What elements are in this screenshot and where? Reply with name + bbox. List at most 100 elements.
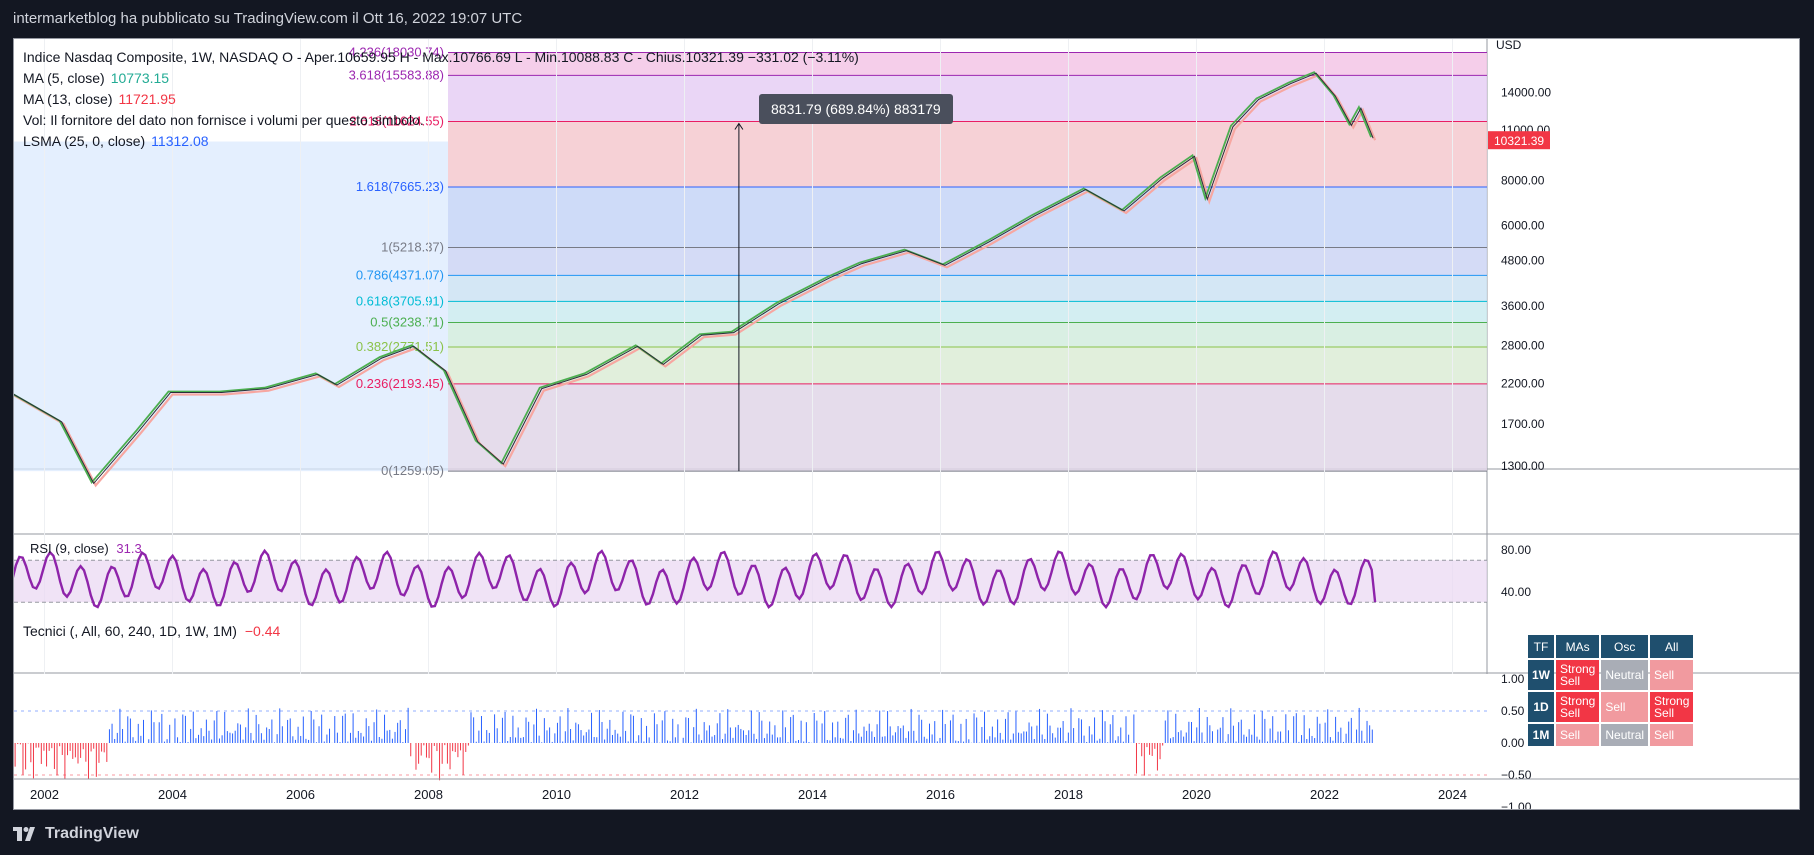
- tech-tick-label: −0.50: [1501, 768, 1532, 782]
- x-tick-label: 2016: [926, 787, 955, 802]
- legend-vol-label: Vol: Il fornitore del dato non fornisce …: [23, 112, 424, 128]
- price-tick-label: 3600.00: [1501, 299, 1545, 313]
- legend-ma5[interactable]: MA (5, close) 10773.15: [23, 68, 859, 89]
- legend-ma5-label: MA (5, close): [23, 70, 105, 86]
- symbol-ohlc-line[interactable]: Indice Nasdaq Composite, 1W, NASDAQ O - …: [23, 49, 859, 65]
- fib-level-label: 0.786(4371.07): [356, 267, 444, 282]
- ma13-line: [14, 73, 1377, 488]
- legend-lsma[interactable]: LSMA (25, 0, close) 11312.08: [23, 131, 859, 152]
- rsi-tick-label: 40.00: [1501, 585, 1531, 599]
- x-tick-label: 2012: [670, 787, 699, 802]
- row-osc: Neutral: [1601, 724, 1649, 746]
- x-tick-label: 2008: [414, 787, 443, 802]
- tradingview-footer[interactable]: TradingView: [13, 824, 139, 844]
- rsi-legend[interactable]: RSI (9, close) 31.3: [30, 541, 142, 556]
- row-tf: 1W: [1528, 660, 1554, 690]
- tech-tick-label: 1.00: [1501, 672, 1525, 686]
- chart-area[interactable]: 4.236(18030.74) 3.618(15583.88) 2.618(1162…: [13, 38, 1800, 810]
- fib-band: [448, 322, 1487, 348]
- fib-band: [448, 275, 1487, 302]
- tradingview-brand: TradingView: [45, 825, 139, 842]
- fib-level-label: 0.618(3705.91): [356, 293, 444, 308]
- table-row: 1M Sell Neutral Sell: [1528, 724, 1694, 746]
- tradingview-logo-icon: [13, 827, 39, 841]
- x-tick-label: 2020: [1182, 787, 1211, 802]
- x-tick-label: 2018: [1054, 787, 1083, 802]
- price-series-line: [14, 72, 1374, 485]
- legend-ma5-value: 10773.15: [110, 70, 170, 86]
- fib-level-label: 1.618(7665.23): [356, 179, 444, 194]
- legend-lsma-label: LSMA (25, 0, close): [23, 133, 146, 149]
- fib-level-label: 2.618(11624.55): [350, 114, 444, 129]
- price-tick-label: 2200.00: [1501, 376, 1545, 390]
- x-tick-label: 2010: [542, 787, 571, 802]
- fib-level-label: 0.236(2193.45): [356, 376, 444, 391]
- highlight-zone: [14, 141, 448, 472]
- price-tick-label: 14000.00: [1501, 85, 1551, 99]
- fib-level-label: 4.236(18030.74): [349, 44, 444, 59]
- price-tick-label: 1300.00: [1501, 459, 1545, 473]
- x-tick-label: 2004: [158, 787, 187, 802]
- price-tick-label: 6000.00: [1501, 219, 1545, 233]
- legend-ma13-label: MA (13, close): [23, 91, 113, 107]
- row-mas: Sell: [1556, 724, 1600, 746]
- row-tf: 1D: [1528, 692, 1554, 722]
- fib-level-label: 3.618(15583.88): [349, 67, 444, 82]
- technical-rating-table: TF MAs Osc All 1W Strong Sell Neutral Se…: [1526, 633, 1695, 748]
- rsi-line: [14, 548, 1377, 610]
- publisher-header: intermarketblog ha pubblicato su Trading…: [13, 10, 523, 27]
- fib-level-label: 0.5(3238.71): [370, 315, 444, 330]
- currency-label: USD: [1496, 39, 1522, 52]
- header-all: All: [1650, 635, 1694, 658]
- tech-tick-label: 0.50: [1501, 704, 1525, 718]
- chart-canvas[interactable]: 4.236(18030.74) 3.618(15583.88) 2.618(1162…: [14, 39, 1800, 810]
- tech-label: Tecnici (, All, 60, 240, 1D, 1W, 1M): [23, 623, 237, 639]
- x-tick-label: 2022: [1310, 787, 1339, 802]
- fib-band: [448, 121, 1487, 188]
- rsi-value: 31.3: [116, 541, 142, 556]
- table-header-row: TF MAs Osc All: [1528, 635, 1694, 658]
- table-row: 1D Strong Sell Sell Strong Sell: [1528, 692, 1694, 722]
- legend-ma13-value: 11721.95: [118, 91, 176, 107]
- tech-tick-label: 0.00: [1501, 736, 1525, 750]
- last-price-badge: [1488, 131, 1550, 150]
- row-osc: Neutral: [1601, 660, 1649, 690]
- measure-tooltip: 8831.79 (689.84%) 883179: [759, 94, 953, 124]
- header-mas: MAs: [1556, 635, 1600, 658]
- ma5-line: [14, 71, 1372, 484]
- row-mas: Strong Sell: [1556, 692, 1600, 722]
- row-tf: 1M: [1528, 724, 1554, 746]
- rsi-label: RSI (9, close): [30, 541, 109, 556]
- header-tf: TF: [1528, 635, 1554, 658]
- legend-lsma-value: 11312.08: [151, 133, 209, 149]
- row-osc: Sell: [1601, 692, 1649, 722]
- fib-band: [448, 75, 1487, 122]
- fib-level-label: 0(1259.05): [381, 463, 444, 478]
- fib-level-label: 0.382(2771.51): [356, 339, 444, 354]
- fib-band: [448, 383, 1487, 472]
- last-price-label: 10321.39: [1494, 134, 1544, 148]
- price-tick-label: 2800.00: [1501, 338, 1545, 352]
- tech-tick-label: −1.00: [1501, 800, 1532, 810]
- row-all: Strong Sell: [1650, 692, 1694, 722]
- price-tick-label: 8000.00: [1501, 173, 1545, 187]
- price-tick-label: 4800.00: [1501, 254, 1545, 268]
- fib-band: [448, 52, 1487, 76]
- header-osc: Osc: [1601, 635, 1649, 658]
- legend-vol[interactable]: Vol: Il fornitore del dato non fornisce …: [23, 110, 859, 131]
- table-row: 1W Strong Sell Neutral Sell: [1528, 660, 1694, 690]
- tech-value: −0.44: [244, 623, 281, 639]
- price-tick-label: 1700.00: [1501, 417, 1545, 431]
- row-all: Sell: [1650, 724, 1694, 746]
- rsi-tick-label: 80.00: [1501, 543, 1531, 557]
- fib-band: [448, 301, 1487, 323]
- tech-legend[interactable]: Tecnici (, All, 60, 240, 1D, 1W, 1M) −0.…: [23, 623, 280, 639]
- x-tick-label: 2006: [286, 787, 315, 802]
- x-tick-label: 2002: [30, 787, 59, 802]
- measure-arrowhead: [734, 122, 744, 130]
- fib-level-label: 1(5218.37): [381, 239, 444, 254]
- row-mas: Strong Sell: [1556, 660, 1600, 690]
- legend-ma13[interactable]: MA (13, close) 11721.95: [23, 89, 859, 110]
- x-tick-label: 2024: [1438, 787, 1467, 802]
- row-all: Sell: [1650, 660, 1694, 690]
